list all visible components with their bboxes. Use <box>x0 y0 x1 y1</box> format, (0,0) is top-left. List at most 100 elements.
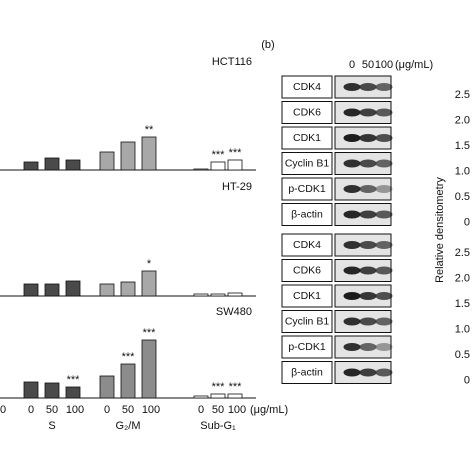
significance: *** <box>229 147 243 159</box>
chart-title: HT-29 <box>222 181 252 193</box>
band <box>375 266 393 275</box>
significance: *** <box>229 381 243 393</box>
x-tick-label: 0 <box>104 404 110 416</box>
band <box>343 266 361 275</box>
blot-label: β-actin <box>291 208 323 220</box>
bar <box>44 283 60 297</box>
band <box>359 185 377 193</box>
band <box>343 108 361 117</box>
x-tick-label: 50 <box>212 404 224 416</box>
band <box>343 343 361 351</box>
band <box>343 241 361 249</box>
bar <box>210 161 226 171</box>
bar <box>23 283 39 297</box>
bar <box>227 292 243 297</box>
band <box>375 292 393 300</box>
bar <box>141 339 157 399</box>
band <box>375 317 393 326</box>
x-tick-label: 50 <box>122 404 134 416</box>
bar <box>193 293 209 297</box>
blot-label: CDK6 <box>293 106 321 118</box>
dose-header: 0 <box>349 59 355 71</box>
unit-label: (μg/mL) <box>250 404 288 416</box>
group-label: Sub-G₁ <box>200 420 236 432</box>
blot-label-box <box>281 75 333 99</box>
density-tick: 1.0 <box>455 323 470 335</box>
bar <box>210 393 226 399</box>
chart-title: SW480 <box>216 306 252 318</box>
density-tick: 1.5 <box>455 298 470 310</box>
bar <box>120 281 136 297</box>
dose-header: 100 <box>375 59 393 71</box>
bar <box>44 157 60 171</box>
significance: *** <box>143 327 157 339</box>
significance: *** <box>212 149 226 161</box>
blot-label-box <box>281 126 333 150</box>
band <box>359 292 377 300</box>
bar <box>99 375 115 399</box>
blot-label: CDK6 <box>293 264 321 276</box>
band <box>359 368 377 377</box>
bar <box>65 280 81 297</box>
axis-label: Relative densitometry <box>434 177 446 283</box>
bar <box>23 161 39 171</box>
band <box>359 210 377 219</box>
x-tick-label: 100 <box>142 404 160 416</box>
blot-label-box <box>281 177 333 201</box>
band <box>343 317 361 326</box>
band <box>343 83 361 91</box>
group-label: G₂/M <box>115 420 140 432</box>
blot-label: β-actin <box>291 366 323 378</box>
band <box>359 266 377 275</box>
significance: *** <box>67 374 81 386</box>
blot-label-box <box>281 101 333 124</box>
significance: *** <box>122 351 136 363</box>
blot-label-box <box>281 259 333 282</box>
bar <box>99 151 115 171</box>
significance: * <box>147 258 152 270</box>
bar <box>65 159 81 171</box>
bar <box>210 293 226 297</box>
density-tick: 2.5 <box>455 89 470 101</box>
band <box>343 159 361 168</box>
density-tick: 0 <box>464 216 470 228</box>
band <box>343 134 361 142</box>
band <box>375 368 393 377</box>
band <box>359 134 377 142</box>
density-tick: 0.5 <box>455 191 470 203</box>
bar <box>120 363 136 399</box>
bar <box>99 283 115 297</box>
bar <box>193 168 209 171</box>
blot-label-box <box>281 233 333 257</box>
band <box>359 241 377 249</box>
band <box>375 159 393 168</box>
density-tick: 0 <box>464 374 470 386</box>
band <box>375 210 393 219</box>
density-tick: 2.0 <box>455 272 470 284</box>
x-tick-label: 0 <box>198 404 204 416</box>
group-label: S <box>48 420 55 432</box>
significance: *** <box>212 381 226 393</box>
density-tick: 1.5 <box>455 140 470 152</box>
dose-header: (μg/mL) <box>395 59 433 71</box>
density-tick: 1.0 <box>455 165 470 177</box>
x-tick-label: 0 <box>0 404 6 416</box>
bar <box>23 381 39 399</box>
band <box>375 241 393 249</box>
band <box>375 83 393 91</box>
density-tick: 0.5 <box>455 349 470 361</box>
blot-label: CDK1 <box>293 132 321 144</box>
density-tick: 2.0 <box>455 114 470 126</box>
blot-label: p-CDK1 <box>288 341 326 353</box>
band <box>359 83 377 91</box>
blot-label: p-CDK1 <box>288 183 326 195</box>
dose-header: 50 <box>362 59 374 71</box>
blot-label-box <box>281 361 333 384</box>
band <box>375 134 393 142</box>
band <box>359 108 377 117</box>
blot-label: CDK4 <box>293 239 321 251</box>
density-tick: 2.5 <box>455 247 470 259</box>
x-tick-label: 100 <box>228 404 246 416</box>
bar <box>141 136 157 171</box>
blot-label-box <box>281 310 333 333</box>
